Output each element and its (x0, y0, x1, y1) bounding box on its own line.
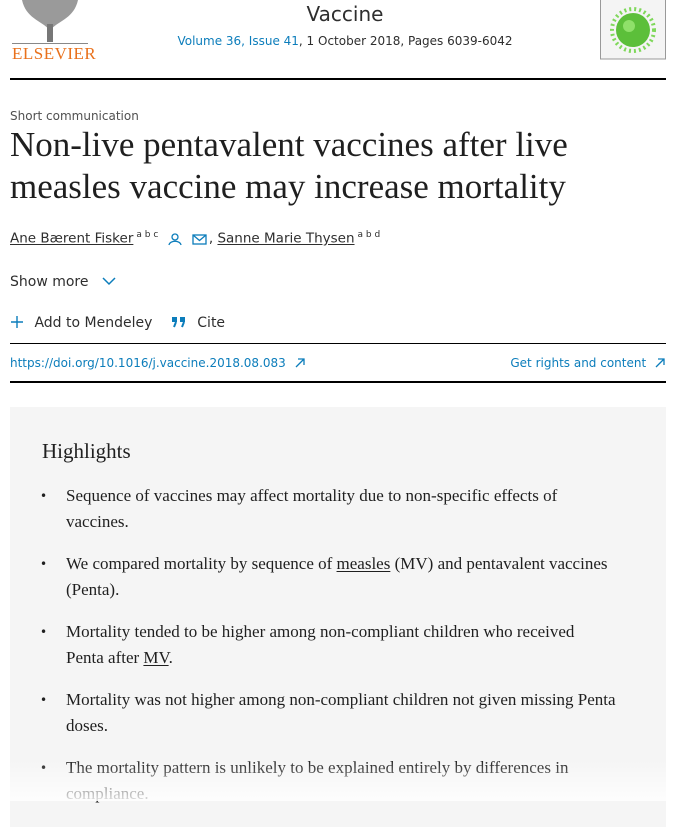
rights-link[interactable]: Get rights and content (510, 356, 666, 370)
plus-icon (11, 316, 23, 328)
highlight-item: • Sequence of vaccines may affect mortali… (10, 483, 616, 535)
author-affiliations[interactable]: a b c (136, 230, 159, 240)
external-icon (295, 358, 305, 368)
publisher[interactable]: ELSEVIER (12, 44, 97, 63)
journal-title[interactable]: Vaccine (306, 2, 384, 26)
person-icon[interactable] (167, 232, 183, 246)
divider (10, 78, 666, 80)
highlight-text: . (168, 648, 173, 667)
divider (10, 343, 666, 344)
author-name[interactable]: Ane Bærent Fisker (10, 230, 134, 247)
rights-text[interactable]: Get rights and content (510, 356, 647, 370)
highlight-text: We compared mortality by sequence of (66, 554, 337, 573)
external-icon (655, 358, 665, 368)
highlight-item: • Mortality was not higher among non-comp… (10, 687, 616, 739)
highlight-text: (MV) and pentavalent vaccines (Penta). (66, 554, 608, 599)
divider (10, 381, 666, 383)
quote-icon (171, 317, 185, 328)
publisher-logo-art (12, 0, 88, 44)
highlight-item: • We compared mortality by sequence of me… (10, 551, 616, 603)
chevron-icon (102, 277, 116, 286)
highlight-text: Sequence of vaccines may affect mortalit… (66, 486, 558, 531)
show-more-label[interactable]: Show more (10, 274, 89, 290)
term-link[interactable]: measles (336, 554, 391, 573)
article-type: Short communication (10, 109, 139, 123)
mendeley-button[interactable]: Add to Mendeley (34, 315, 153, 331)
bullet: • (40, 489, 48, 503)
journal-cover[interactable] (600, 0, 666, 60)
action-bar: Add to Mendeley Cite (10, 315, 225, 331)
author-name[interactable]: Sanne Marie Thysen (217, 230, 355, 247)
page: {"header": {"publisher": "ELSEVIER", "jo… (0, 0, 675, 803)
scroll-fade (0, 760, 675, 801)
author-list: Ane Bærent Fisker a b c , Sanne Marie Thy… (10, 230, 380, 247)
bullet: • (40, 557, 48, 571)
article-title: Non-live pentavalent vaccines after live… (10, 125, 568, 206)
author-affiliations[interactable]: a b d (357, 230, 381, 240)
bullet: • (40, 693, 48, 707)
highlight-text: Mortality tended to be higher among non-… (66, 622, 575, 667)
issue-info: Volume 36, Issue 41, 1 October 2018, Pag… (0, 34, 675, 48)
show-more[interactable]: Show more (10, 274, 117, 290)
highlights-heading: Highlights (42, 439, 131, 463)
bullet: • (40, 625, 48, 639)
highlight-item: • Mortality tended to be higher among non… (10, 619, 616, 671)
term-link[interactable]: MV (143, 648, 169, 667)
highlight-text: Mortality was not higher among non-compl… (66, 690, 616, 735)
email-icon[interactable] (191, 232, 209, 246)
doi-text[interactable]: https://doi.org/10.1016/j.vaccine.2018.0… (10, 356, 286, 370)
volume-link[interactable]: Volume 36, Issue 41 (177, 34, 299, 48)
doi-link[interactable]: https://doi.org/10.1016/j.vaccine.2018.0… (10, 356, 306, 370)
cite-button[interactable]: Cite (197, 315, 226, 331)
issue-details: , 1 October 2018, Pages 6039-6042 (298, 34, 513, 48)
author-separator: , (208, 230, 214, 247)
